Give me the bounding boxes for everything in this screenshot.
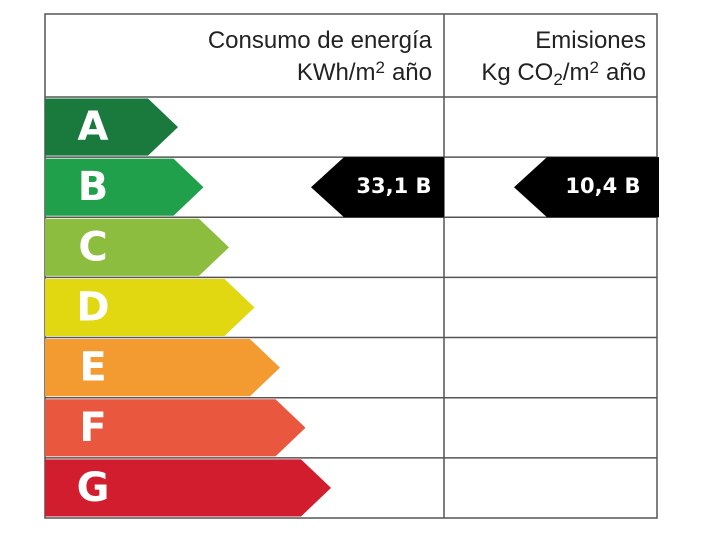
energy-title: Consumo de energía (208, 27, 433, 54)
rating-label: 10,4 B (565, 174, 640, 198)
unit-part: /m (563, 59, 590, 86)
class-arrow (45, 278, 255, 337)
class-arrow (45, 339, 280, 397)
energy-unit: KWh/m2 año (297, 58, 432, 86)
class-letter: A (78, 104, 109, 150)
unit-sub: 2 (553, 70, 562, 89)
unit-part: Kg CO (481, 59, 553, 86)
class-arrow (45, 218, 229, 276)
class-arrow (45, 399, 306, 457)
unit-part: KWh/m (297, 59, 376, 86)
emissions-unit: Kg CO2/m2 año (481, 58, 646, 89)
unit-part: año (606, 59, 646, 86)
class-letter: G (77, 465, 110, 511)
unit-part: año (392, 59, 432, 86)
rating-arrow (311, 157, 444, 218)
class-letter: C (78, 224, 107, 270)
class-arrow (45, 459, 331, 517)
class-letter: F (79, 405, 106, 451)
class-letter: E (79, 345, 106, 391)
emissions-title: Emisiones (535, 27, 646, 54)
class-arrow (45, 98, 178, 156)
unit-sup: 2 (589, 58, 598, 77)
rating-arrow (514, 157, 659, 218)
unit-sup: 2 (375, 58, 384, 77)
class-arrow (45, 158, 204, 216)
class-letter: D (76, 284, 109, 330)
rating-label: 33,1 B (356, 174, 431, 198)
class-letter: B (78, 164, 109, 210)
